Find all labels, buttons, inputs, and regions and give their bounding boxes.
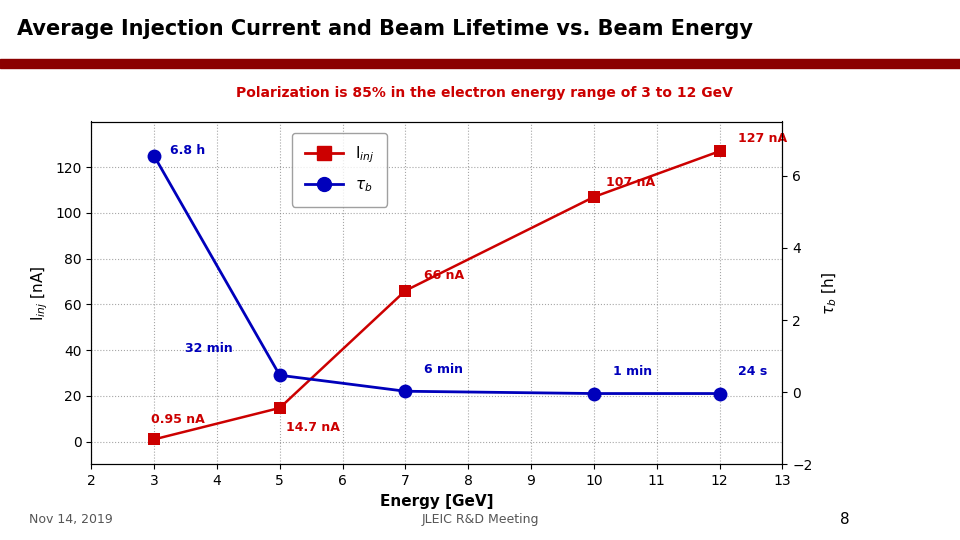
Text: 6 min: 6 min [424, 363, 464, 376]
Text: Nov 14, 2019: Nov 14, 2019 [29, 513, 112, 526]
X-axis label: Energy [GeV]: Energy [GeV] [380, 494, 493, 509]
Y-axis label: $\tau_b$ [h]: $\tau_b$ [h] [821, 271, 839, 315]
Text: 107 nA: 107 nA [607, 176, 656, 188]
Text: 127 nA: 127 nA [738, 132, 787, 145]
Text: 6.8 h: 6.8 h [170, 144, 205, 157]
Text: 8: 8 [840, 512, 850, 527]
Text: 24 s: 24 s [738, 365, 768, 378]
Text: JLEIC R&D Meeting: JLEIC R&D Meeting [421, 513, 539, 526]
Y-axis label: I$_{inj}$ [nA]: I$_{inj}$ [nA] [29, 265, 50, 321]
Text: 1 min: 1 min [612, 365, 652, 378]
Text: Polarization is 85% in the electron energy range of 3 to 12 GeV: Polarization is 85% in the electron ener… [236, 86, 733, 100]
Text: 66 nA: 66 nA [424, 269, 465, 282]
Text: 0.95 nA: 0.95 nA [151, 413, 204, 427]
Text: Average Injection Current and Beam Lifetime vs. Beam Energy: Average Injection Current and Beam Lifet… [17, 19, 754, 39]
Text: 32 min: 32 min [185, 342, 233, 355]
Text: 14.7 nA: 14.7 nA [286, 421, 340, 434]
Legend: I$_{inj}$, $\tau_b$: I$_{inj}$, $\tau_b$ [293, 132, 387, 206]
Bar [0, 59, 960, 68]
